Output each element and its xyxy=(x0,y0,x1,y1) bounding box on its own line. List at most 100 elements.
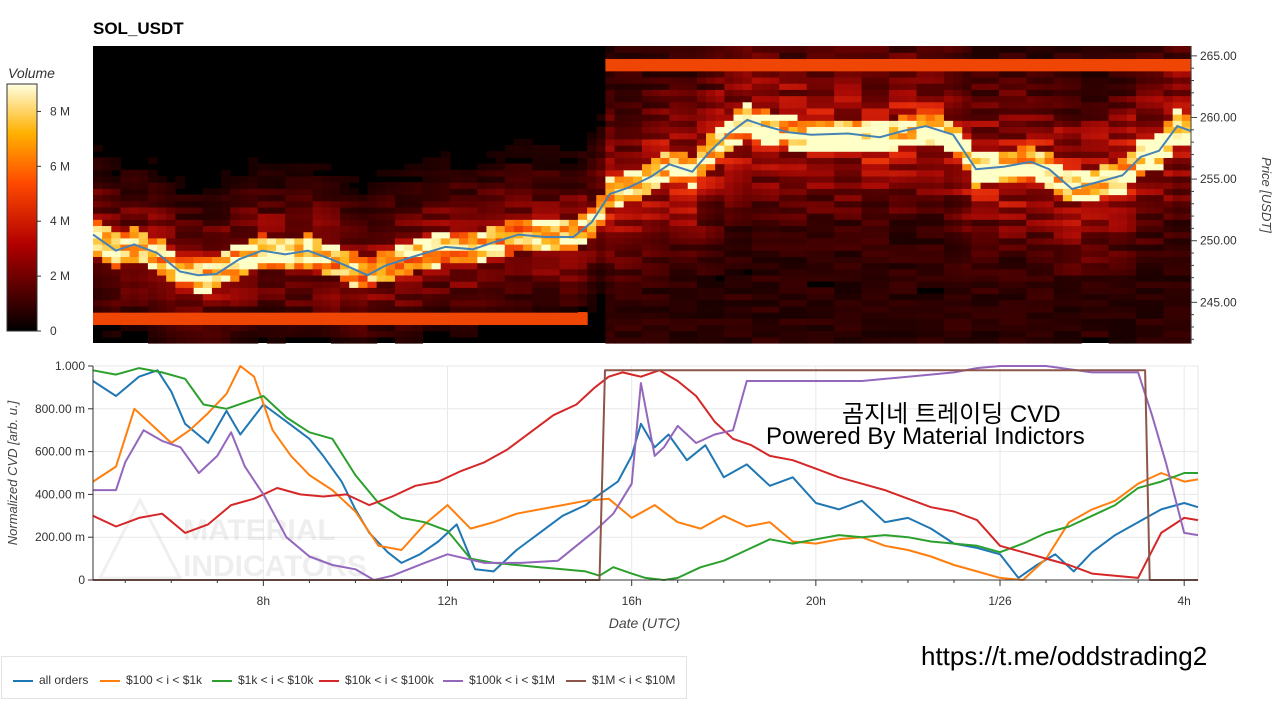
heatmap-cell xyxy=(1117,157,1128,165)
heatmap-cell xyxy=(1062,70,1073,78)
heatmap-cell xyxy=(962,70,972,78)
heatmap-cell xyxy=(669,188,680,196)
heatmap-cell xyxy=(1108,324,1119,332)
heatmap-cell xyxy=(879,182,890,189)
heatmap-cell xyxy=(504,281,515,288)
heatmap-cell xyxy=(696,206,707,214)
heatmap-cell xyxy=(642,262,652,270)
heatmap-cell xyxy=(843,324,854,332)
heatmap-cell xyxy=(1099,83,1110,90)
heatmap-cell xyxy=(605,52,616,59)
heatmap-cell xyxy=(138,200,149,208)
heatmap-cell xyxy=(898,114,908,121)
heatmap-cell xyxy=(1126,120,1137,128)
heatmap-cell xyxy=(495,169,506,177)
heatmap-cell xyxy=(477,268,488,276)
heatmap-cell xyxy=(376,200,387,208)
heatmap-cell xyxy=(971,237,982,245)
heatmap-cell xyxy=(1090,83,1101,90)
heatmap-cell xyxy=(797,324,808,332)
heatmap-cell xyxy=(230,237,240,245)
heatmap-cell xyxy=(1163,281,1174,288)
heatmap-cell xyxy=(1090,101,1101,109)
heatmap-cell xyxy=(806,175,817,183)
heatmap-cell xyxy=(907,120,918,128)
heatmap-cell xyxy=(605,114,616,121)
heatmap-cell xyxy=(953,58,963,66)
heatmap-cell xyxy=(834,231,844,239)
heatmap-cell xyxy=(934,225,945,233)
heatmap-cell xyxy=(660,336,671,344)
heatmap-cell xyxy=(715,299,725,307)
heatmap-cell xyxy=(1081,89,1091,97)
heatmap-cell xyxy=(1081,95,1091,103)
heatmap-cell xyxy=(1099,188,1110,196)
heatmap-cell xyxy=(770,274,780,282)
heatmap-cell xyxy=(504,250,515,257)
heatmap-cell xyxy=(1017,237,1027,245)
heatmap-cell xyxy=(788,120,799,128)
heatmap-cell xyxy=(1099,70,1110,78)
legend-item[interactable]: $10k < i < $100k xyxy=(319,673,434,687)
legend-item[interactable]: $100k < i < $1M xyxy=(443,673,555,687)
heatmap-cell xyxy=(962,157,972,165)
heatmap-cell xyxy=(1044,231,1055,239)
heatmap-cell xyxy=(989,231,1000,239)
heatmap-cell xyxy=(568,182,579,189)
heatmap-cell xyxy=(349,262,359,270)
heatmap-cell xyxy=(1044,206,1055,214)
heatmap-cell xyxy=(1136,250,1146,257)
heatmap-cell xyxy=(285,231,295,239)
heatmap-cell xyxy=(513,256,524,264)
heatmap-cell xyxy=(834,299,844,307)
heatmap-cell xyxy=(934,175,945,183)
legend-item[interactable]: $1k < i < $10k xyxy=(212,673,313,687)
heatmap-cell xyxy=(706,231,716,239)
heatmap-cell xyxy=(687,274,698,282)
heatmap-cell xyxy=(129,206,140,214)
heatmap-cell xyxy=(687,163,698,171)
heatmap-cell xyxy=(1136,64,1146,72)
heatmap-cell xyxy=(1108,169,1119,177)
heatmap-cell xyxy=(266,237,277,245)
heatmap-cell xyxy=(532,175,542,183)
heatmap-cell xyxy=(111,175,122,183)
heatmap-cell xyxy=(889,169,899,177)
heatmap-cell xyxy=(559,256,570,264)
heatmap-cell xyxy=(1062,293,1073,301)
heatmap-cell xyxy=(1053,244,1064,251)
heatmap-cell xyxy=(294,330,305,338)
heatmap-cell xyxy=(696,274,707,282)
heatmap-cell xyxy=(870,213,881,220)
legend-item[interactable]: $100 < i < $1k xyxy=(100,673,202,687)
heatmap-cell xyxy=(1117,89,1128,97)
heatmap-cell xyxy=(550,157,561,165)
legend-swatch xyxy=(319,679,339,682)
heatmap-cell xyxy=(678,200,689,208)
heatmap-cell xyxy=(1017,76,1027,84)
heatmap-cell xyxy=(1053,213,1064,220)
heatmap-cell xyxy=(925,274,936,282)
heatmap-cell xyxy=(1163,157,1174,165)
telegram-link[interactable]: https://t.me/oddstrading2 xyxy=(921,641,1208,671)
legend-item[interactable]: all orders xyxy=(13,673,88,687)
heatmap-cell xyxy=(770,120,780,128)
heatmap-cell xyxy=(1081,318,1091,326)
heatmap-cell xyxy=(477,163,488,171)
heatmap-cell xyxy=(651,318,661,326)
heatmap-cell xyxy=(1072,336,1082,344)
heatmap-cell xyxy=(221,231,231,239)
heatmap-cell xyxy=(1163,95,1174,103)
heatmap-cell xyxy=(742,83,753,90)
heatmap-cell xyxy=(834,126,844,134)
heatmap-cell xyxy=(1163,126,1174,134)
legend-item[interactable]: $1M < i < $10M xyxy=(566,673,675,687)
heatmap-cell xyxy=(678,336,689,344)
heatmap-cell xyxy=(760,138,771,146)
heatmap-cell xyxy=(742,330,753,338)
heatmap-cell xyxy=(1154,46,1165,53)
heatmap-cell xyxy=(770,200,780,208)
heatmap-cell xyxy=(404,336,414,344)
heatmap-cell xyxy=(971,169,982,177)
heatmap-cell xyxy=(1044,95,1055,103)
